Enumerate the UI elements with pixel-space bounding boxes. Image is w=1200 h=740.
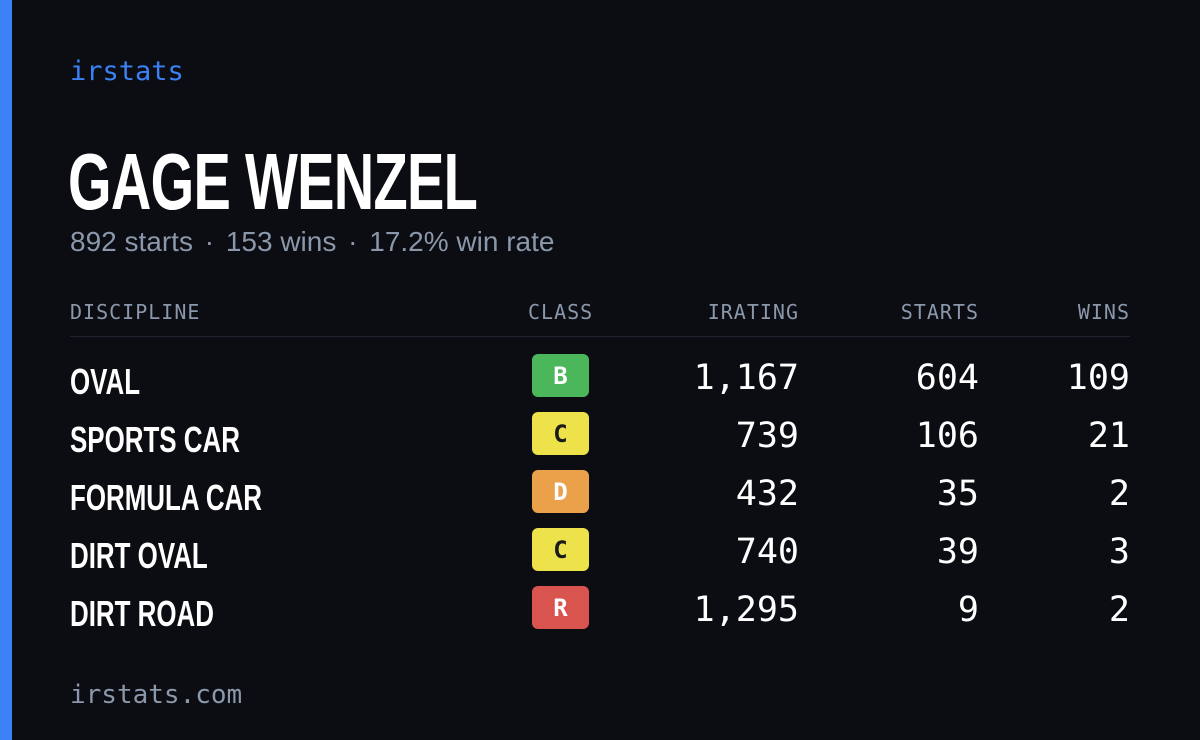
irating-value: 432	[735, 474, 799, 514]
discipline-name: OVAL	[70, 361, 141, 402]
starts-value: 9	[957, 590, 979, 630]
class-badge: C	[532, 412, 589, 455]
class-badge: C	[532, 528, 589, 571]
wins-value: 3	[1108, 532, 1130, 572]
irating-value: 1,167	[693, 358, 799, 398]
table-row: DIRT ROAD R 1,295 9 2	[70, 584, 1130, 642]
stats-table-body: OVAL B 1,167 604 109 SPORTS CAR C 739 10…	[70, 352, 1130, 642]
summary-starts: 892 starts	[70, 226, 193, 257]
class-badge: R	[532, 586, 589, 629]
table-row: SPORTS CAR C 739 106 21	[70, 410, 1130, 468]
wins-value: 2	[1108, 590, 1130, 630]
summary-separator: ·	[348, 226, 358, 257]
driver-name: GAGE WENZEL	[68, 137, 478, 226]
accent-bar	[0, 0, 12, 740]
wins-value: 2	[1108, 474, 1130, 514]
header-starts: STARTS	[900, 300, 979, 324]
driver-summary: 892 starts · 153 wins · 17.2% win rate	[70, 226, 554, 258]
stats-table-header: DISCIPLINE CLASS IRATING STARTS WINS	[70, 300, 1130, 337]
wins-value: 21	[1087, 416, 1130, 456]
header-irating: IRATING	[707, 300, 799, 324]
table-row: DIRT OVAL C 740 39 3	[70, 526, 1130, 584]
header-discipline: DISCIPLINE	[70, 300, 201, 324]
brand-logo[interactable]: irstats	[70, 56, 184, 87]
wins-value: 109	[1066, 358, 1130, 398]
class-badge: B	[532, 354, 589, 397]
irating-value: 1,295	[693, 590, 799, 630]
summary-separator: ·	[204, 226, 215, 257]
starts-value: 39	[936, 532, 979, 572]
table-row: OVAL B 1,167 604 109	[70, 352, 1130, 410]
starts-value: 35	[936, 474, 979, 514]
table-row: FORMULA CAR D 432 35 2	[70, 468, 1130, 526]
starts-value: 604	[915, 358, 979, 398]
summary-wins: 153 wins	[225, 226, 337, 257]
starts-value: 106	[915, 416, 979, 456]
discipline-name: DIRT OVAL	[70, 535, 208, 576]
header-wins: WINS	[1077, 300, 1130, 324]
class-badge: D	[532, 470, 589, 513]
footer-url[interactable]: irstats.com	[70, 680, 243, 710]
header-class: CLASS	[528, 300, 594, 324]
discipline-name: FORMULA CAR	[70, 477, 262, 518]
irating-value: 740	[735, 532, 799, 572]
discipline-name: DIRT ROAD	[70, 593, 214, 634]
irating-value: 739	[735, 416, 799, 456]
discipline-name: SPORTS CAR	[70, 419, 240, 460]
summary-win-rate: 17.2% win rate	[369, 226, 555, 257]
